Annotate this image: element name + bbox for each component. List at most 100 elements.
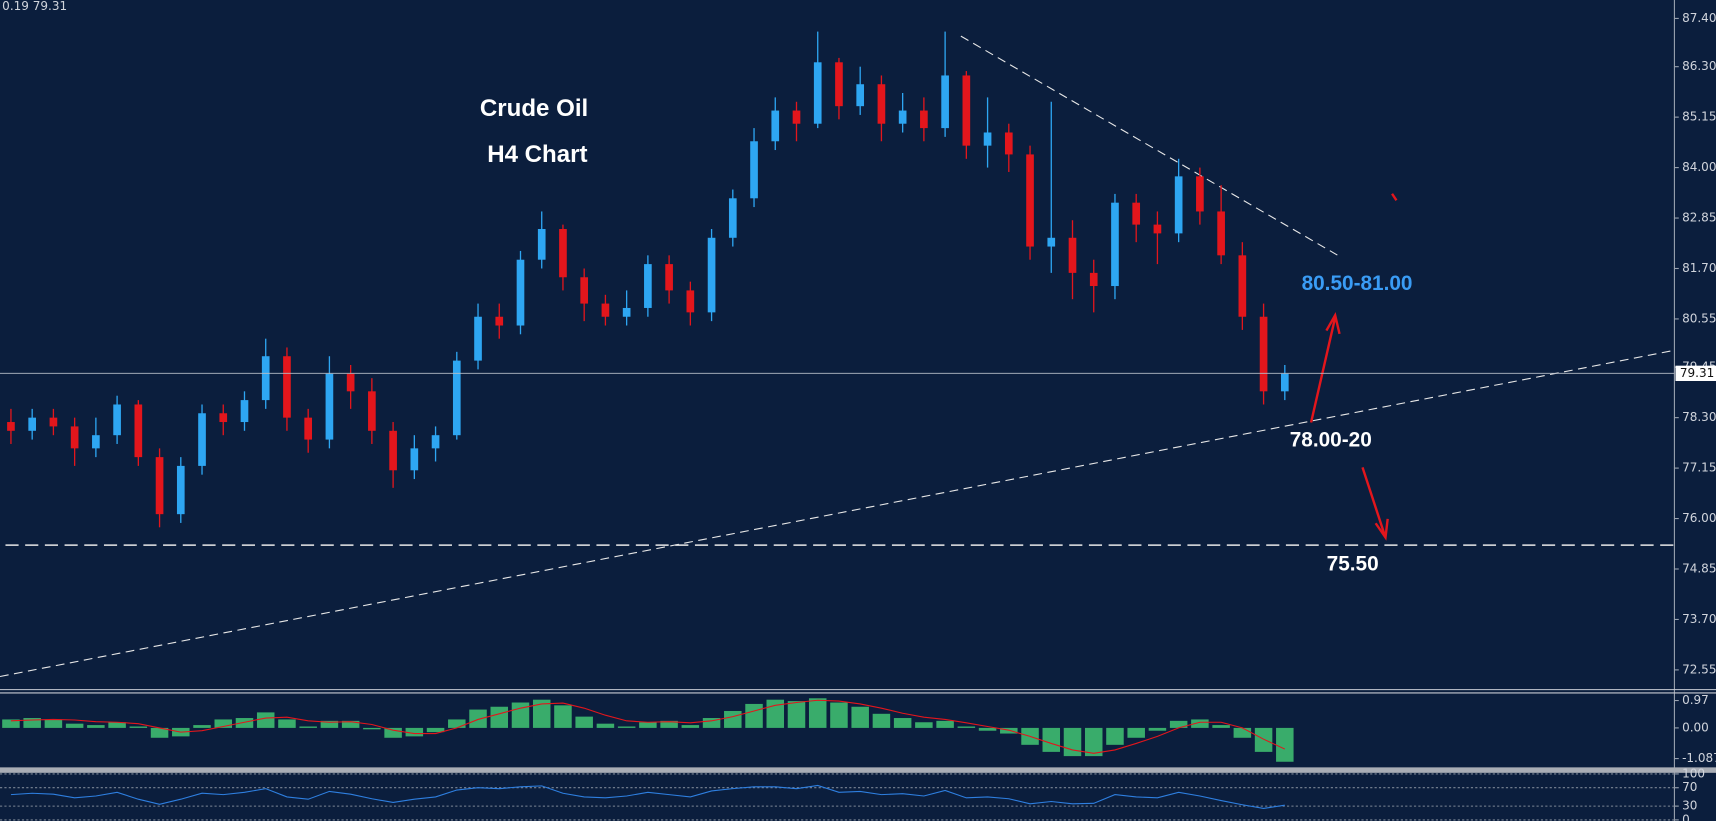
candle-body — [920, 110, 928, 129]
candle-body — [1111, 202, 1119, 287]
plot-area: 87.4086.3085.1584.0082.8581.7080.5579.45… — [0, 11, 1716, 821]
histogram-bar — [44, 719, 63, 728]
candle-body — [1259, 316, 1268, 392]
candle-body — [580, 277, 589, 304]
candle-body — [431, 435, 440, 449]
y-tick-label: 82.85 — [1682, 211, 1716, 225]
histogram-bar — [915, 722, 933, 728]
y-tick-label: 81.70 — [1682, 261, 1716, 275]
candle-body — [707, 237, 716, 313]
histogram-bar — [766, 699, 785, 728]
histogram-bar — [108, 722, 126, 728]
histogram-bar — [1042, 727, 1061, 752]
histogram-bar — [1233, 727, 1252, 738]
candle-body — [983, 132, 992, 146]
histogram-bar — [363, 727, 381, 730]
histogram-bar — [978, 727, 997, 731]
header-text: 0.19 79.31 — [2, 0, 67, 13]
signal-line — [10, 699, 1286, 754]
arrows — [1309, 193, 1398, 541]
candle-body — [856, 84, 865, 107]
candle-body — [474, 316, 482, 361]
histogram-bar — [1063, 727, 1082, 757]
histogram-bar — [1212, 725, 1230, 728]
y-tick-label: 0 — [1682, 812, 1690, 821]
candle-body — [1217, 211, 1225, 256]
candle-body — [410, 448, 419, 471]
histogram-bar — [936, 720, 954, 728]
histogram-bar — [532, 699, 551, 728]
arrow-down — [1361, 467, 1386, 535]
histogram-bar — [554, 705, 572, 728]
candle-body — [898, 110, 907, 124]
y-tick-label: 78.30 — [1682, 410, 1716, 424]
histogram-bar — [851, 706, 869, 728]
candle-body — [261, 356, 270, 401]
candle-body — [601, 303, 610, 317]
candle-body — [176, 465, 185, 515]
histogram-bar — [660, 720, 678, 728]
candle-body — [219, 413, 228, 423]
candle-body — [1089, 272, 1098, 287]
y-tick-label: 86.30 — [1682, 59, 1716, 73]
candle-body — [792, 110, 801, 124]
candle-body — [665, 264, 673, 291]
y-tick-label: 77.15 — [1682, 461, 1716, 475]
histogram-bar — [872, 713, 891, 728]
candle-body — [1026, 154, 1034, 247]
chart-subtitle: H4 Chart — [487, 141, 587, 168]
histogram-bar — [511, 702, 530, 728]
arrow-head — [1325, 312, 1341, 335]
y-tick-label: 0.00 — [1682, 720, 1709, 734]
candle-body — [1196, 176, 1204, 212]
histogram-bar — [320, 720, 339, 728]
y-tick-label: 84.00 — [1682, 160, 1716, 174]
histogram-bar — [384, 727, 402, 738]
candle-body — [28, 417, 37, 431]
histogram-bar — [214, 719, 233, 728]
candle-body — [686, 290, 695, 313]
histogram-bar — [1148, 727, 1167, 731]
histogram-bar — [235, 718, 254, 728]
panel-separator — [0, 767, 1716, 773]
y-tick-label: 100 — [1682, 766, 1705, 780]
candle-body — [368, 391, 376, 431]
y-tick-label: 80.55 — [1682, 311, 1716, 325]
histogram-bar — [617, 726, 636, 728]
candle-body — [155, 457, 164, 515]
candle-body — [134, 404, 143, 458]
candle-body — [728, 198, 737, 238]
histogram-bar — [150, 727, 169, 738]
histogram-bar — [193, 725, 211, 728]
last-price-label: 79.31 — [1680, 366, 1714, 380]
candle-body — [1132, 202, 1141, 225]
candle-body — [240, 400, 249, 423]
y-tick-label: -1.087 — [1682, 751, 1716, 765]
y-tick-label: 72.55 — [1682, 662, 1716, 676]
histogram-bar — [724, 710, 742, 728]
y-tick-label: 30 — [1682, 799, 1697, 813]
histogram-bar — [1106, 727, 1124, 745]
arrow-up — [1309, 317, 1337, 423]
histogram-bar — [341, 720, 360, 728]
histogram-bar — [957, 726, 976, 728]
histogram-bar — [23, 718, 41, 728]
histogram-bar — [1254, 727, 1273, 752]
candle-body — [304, 417, 313, 440]
histogram-bar — [448, 719, 466, 728]
candle-body — [622, 307, 631, 317]
candle-body — [198, 413, 206, 466]
histogram-bar — [426, 727, 445, 733]
histogram-bar — [278, 719, 296, 728]
y-tick-label: 0.97 — [1682, 693, 1709, 707]
annotation: 80.50-81.00 — [1302, 272, 1413, 295]
histogram-bar — [1276, 727, 1294, 762]
histogram-bar — [596, 723, 615, 728]
y-tick-label: 87.40 — [1682, 11, 1716, 25]
candle-body — [495, 316, 504, 326]
candle-body — [537, 229, 546, 260]
candle-body — [113, 404, 121, 436]
histogram-bar — [830, 702, 848, 728]
chart-title: Crude Oil — [480, 95, 588, 122]
